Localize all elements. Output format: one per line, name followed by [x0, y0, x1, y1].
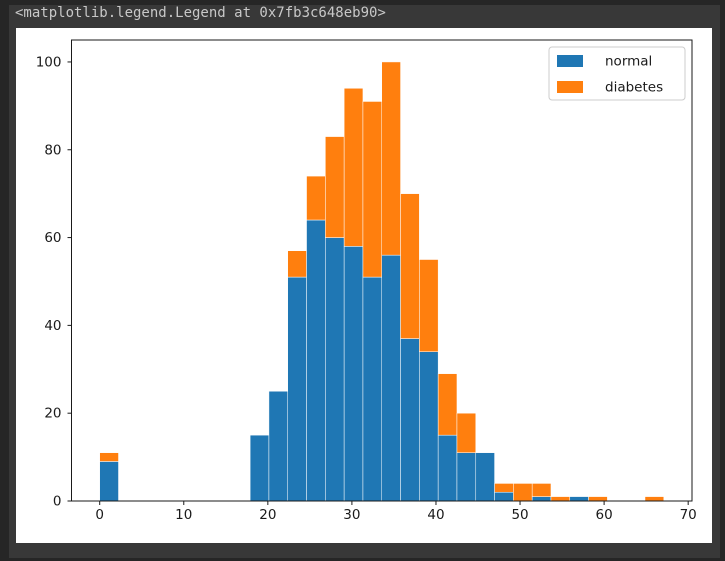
- y-tick-label: 60: [44, 230, 61, 246]
- bar-segment-normal: [531, 496, 552, 502]
- bar-segment-diabetes: [456, 412, 477, 453]
- bar-segment-normal: [99, 461, 119, 502]
- bar-segment-normal: [362, 276, 383, 502]
- cell-output-repr: <matplotlib.legend.Legend at 0x7fb3c648e…: [15, 5, 386, 21]
- x-tick-label: 60: [596, 507, 613, 523]
- bar-segment-diabetes: [287, 250, 307, 278]
- bar-segment-normal: [569, 496, 589, 502]
- bar-segment-diabetes: [362, 101, 383, 278]
- x-tick-label: 40: [427, 507, 444, 523]
- bar-segment-diabetes: [513, 483, 533, 502]
- y-tick-label: 80: [44, 142, 61, 158]
- window-frame-bottom: [0, 558, 725, 561]
- bar-segment-normal: [456, 452, 477, 502]
- window-frame-left: [0, 0, 9, 561]
- y-tick-label: 40: [44, 318, 61, 334]
- legend-label-diabetes: diabetes: [605, 80, 663, 96]
- bar-segment-diabetes: [588, 496, 608, 502]
- bar-segment-diabetes: [306, 175, 326, 221]
- bar-segment-normal: [437, 434, 458, 502]
- axes-spines: [71, 39, 693, 502]
- bar-segment-normal: [494, 491, 514, 502]
- y-tick-label: 100: [36, 54, 62, 70]
- x-axis: 0 10 20 30 40 50 60 70: [95, 501, 697, 523]
- bar-segment-normal: [287, 276, 307, 502]
- legend-swatch-normal: [557, 55, 583, 67]
- bar-segment-normal: [325, 237, 345, 502]
- y-axis: 0 20 40 60 80 100: [36, 54, 72, 510]
- bar-segment-diabetes: [343, 88, 364, 247]
- window-frame-top: [0, 0, 725, 5]
- legend: normal diabetes: [548, 46, 686, 101]
- bar-segment-normal: [475, 452, 495, 502]
- x-tick-label: 70: [680, 507, 697, 523]
- bar-segment-normal: [268, 390, 288, 502]
- bar-segment-diabetes: [325, 136, 345, 238]
- bar-segment-diabetes: [644, 496, 665, 502]
- bar-segment-normal: [306, 219, 326, 502]
- y-tick-label: 20: [44, 406, 61, 422]
- bar-segment-diabetes: [400, 193, 420, 339]
- histogram-bars: [99, 61, 665, 502]
- bar-segment-diabetes: [494, 483, 514, 493]
- bar-segment-normal: [400, 338, 420, 502]
- y-tick-label: 0: [53, 494, 62, 510]
- bar-segment-normal: [381, 254, 401, 502]
- window-frame-right: [720, 0, 725, 561]
- x-tick-label: 0: [95, 507, 104, 523]
- bar-segment-normal: [419, 351, 439, 502]
- bar-segment-normal: [343, 246, 364, 502]
- figure-svg: 0 10 20 30 40 50 60 70 0 20 40 60 80 100 normal diab…: [36, 39, 697, 523]
- bar-segment-normal: [249, 434, 270, 502]
- bar-segment-diabetes: [99, 452, 119, 462]
- bar-segment-diabetes: [419, 259, 439, 352]
- bar-segment-diabetes: [437, 373, 458, 436]
- x-tick-label: 10: [175, 507, 192, 523]
- legend-swatch-diabetes: [557, 81, 583, 93]
- matplotlib-figure: 0 10 20 30 40 50 60 70 0 20 40 60 80 100 normal diab…: [16, 28, 712, 543]
- legend-label-normal: normal: [605, 54, 652, 70]
- x-tick-label: 30: [343, 507, 360, 523]
- bar-segment-diabetes: [531, 483, 552, 497]
- x-tick-label: 50: [511, 507, 528, 523]
- x-tick-label: 20: [259, 507, 276, 523]
- bar-segment-diabetes: [550, 496, 571, 502]
- bar-segment-diabetes: [381, 61, 401, 256]
